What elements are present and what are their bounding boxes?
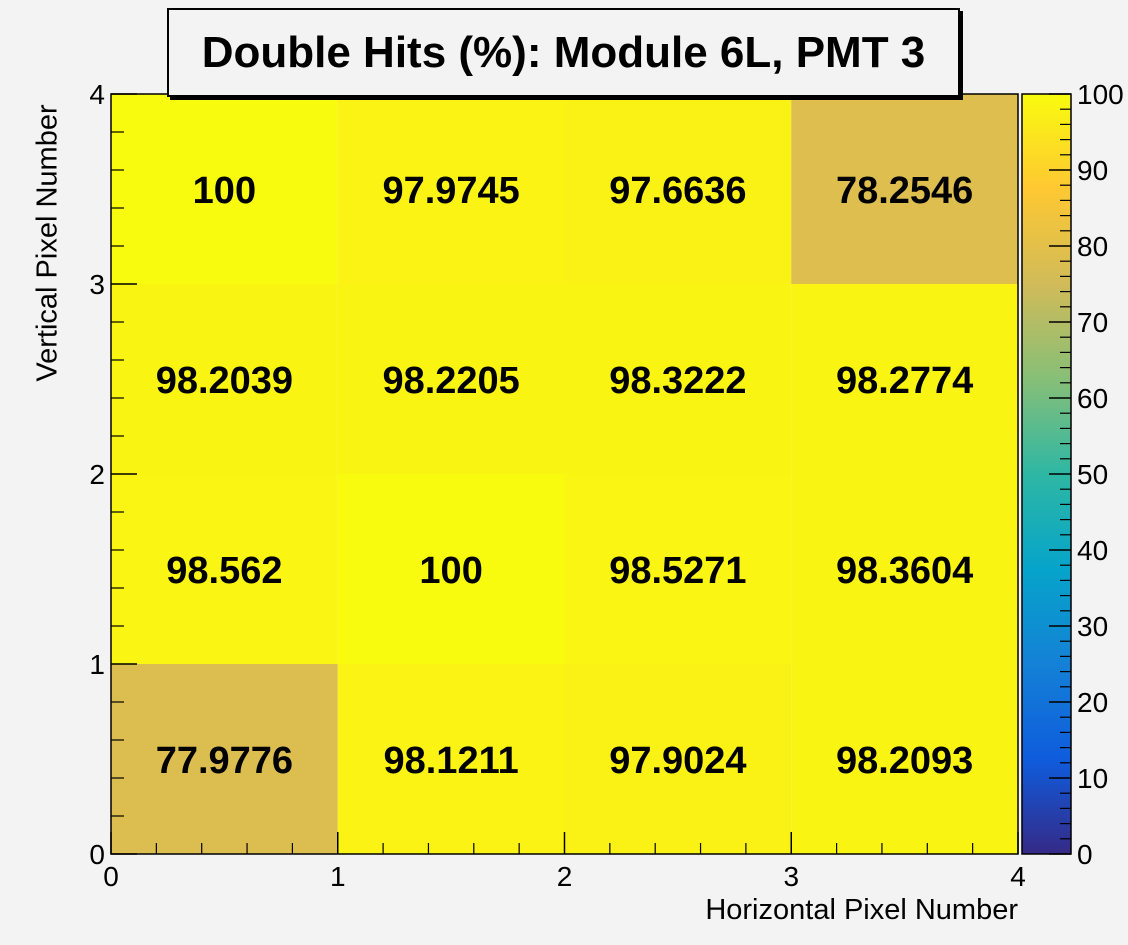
x-tick-label: 2 — [557, 861, 573, 892]
cell-value-label: 97.6636 — [609, 170, 746, 212]
heatmap-cell — [111, 94, 338, 284]
cell-value-label: 98.2093 — [836, 740, 973, 782]
chart-title: Double Hits (%): Module 6L, PMT 3 — [167, 8, 960, 97]
heatmap-cell — [337, 284, 565, 474]
colorbar-tick-label: 0 — [1077, 839, 1093, 870]
heatmap-cell — [791, 474, 1018, 664]
cell-value-label: 98.562 — [166, 550, 282, 592]
heatmap-cell — [111, 664, 338, 854]
colorbar-tick-label: 80 — [1077, 231, 1108, 262]
y-tick-label: 1 — [89, 649, 105, 680]
cell-value-label: 100 — [193, 170, 256, 212]
cell-value-label: 98.2205 — [382, 360, 519, 402]
x-tick-label: 1 — [330, 861, 346, 892]
heatmap-cell — [791, 284, 1018, 474]
heatmap-cell — [564, 474, 792, 664]
colorbar-tick-label: 50 — [1077, 459, 1108, 490]
colorbar-tick-label: 30 — [1077, 611, 1108, 642]
x-tick-label: 3 — [783, 861, 799, 892]
colorbar-tick-label: 40 — [1077, 535, 1108, 566]
x-tick-label: 0 — [103, 861, 119, 892]
heatmap-cell — [111, 474, 338, 664]
cell-value-label: 98.2774 — [836, 360, 973, 402]
cell-value-label: 98.3222 — [609, 360, 746, 402]
heatmap-cell — [337, 664, 565, 854]
heatmap-cell — [564, 284, 792, 474]
cell-value-label: 97.9745 — [382, 170, 519, 212]
heatmap-cell — [791, 94, 1018, 284]
heatmap-cell — [564, 94, 792, 284]
heatmap-cell — [111, 284, 338, 474]
x-axis-label: Horizontal Pixel Number — [705, 894, 1018, 926]
cell-value-label: 98.2039 — [156, 360, 293, 402]
colorbar-tick-label: 100 — [1077, 79, 1124, 110]
cell-value-label: 78.2546 — [836, 170, 973, 212]
cell-value-label: 97.9024 — [609, 740, 746, 782]
colorbar-tick-label: 70 — [1077, 307, 1108, 338]
heatmap-cell — [337, 474, 565, 664]
colorbar-tick-label: 20 — [1077, 687, 1108, 718]
colorbar-tick-label: 60 — [1077, 383, 1108, 414]
heatmap-cell — [337, 94, 565, 284]
y-axis-label: Vertical Pixel Number — [31, 104, 64, 382]
y-tick-label: 0 — [89, 839, 105, 870]
y-tick-label: 2 — [89, 459, 105, 490]
cell-value-label: 98.3604 — [836, 550, 973, 592]
cell-value-label: 98.1211 — [383, 740, 518, 782]
cell-value-label: 100 — [419, 550, 482, 592]
colorbar-tick-label: 10 — [1077, 763, 1108, 794]
y-tick-label: 4 — [89, 79, 105, 110]
cell-value-label: 77.9776 — [156, 740, 293, 782]
heatmap-cell — [564, 664, 792, 854]
heatmap-cell — [791, 664, 1018, 854]
colorbar-tick-label: 90 — [1077, 155, 1108, 186]
cell-value-label: 98.5271 — [609, 550, 746, 592]
x-tick-label: 4 — [1010, 861, 1026, 892]
y-tick-label: 3 — [89, 269, 105, 300]
